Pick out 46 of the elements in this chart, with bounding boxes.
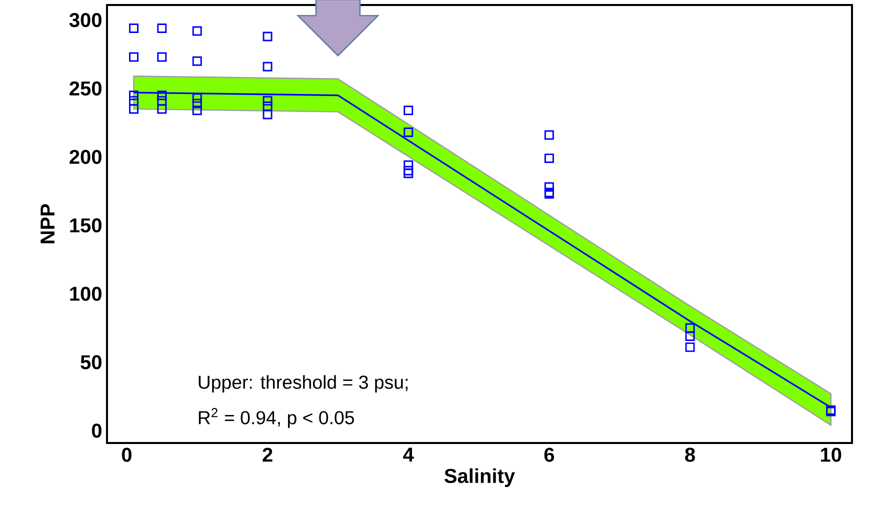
point xyxy=(544,154,554,164)
point xyxy=(192,93,202,103)
point xyxy=(544,130,554,140)
y-tick-label: 50 xyxy=(80,355,102,370)
point xyxy=(404,128,414,138)
annotation: R$^{2}$ = 0.94, p < 0.05 xyxy=(198,408,354,428)
point xyxy=(129,104,138,114)
point xyxy=(262,96,272,106)
point xyxy=(129,24,138,33)
point xyxy=(192,106,202,116)
y-tick-label: 100 xyxy=(70,286,102,301)
point xyxy=(404,166,414,176)
x-tick-label: 10 xyxy=(821,448,842,462)
y-tick-label: 200 xyxy=(70,150,102,164)
point xyxy=(262,102,272,112)
y-tick-label: 300 xyxy=(69,12,102,28)
point xyxy=(262,62,272,72)
x-tick-label: 0 xyxy=(122,448,132,462)
point xyxy=(262,32,272,42)
point xyxy=(685,331,695,341)
y-tick-label: 0 xyxy=(92,424,102,438)
y-axis-title: NPP xyxy=(40,204,54,244)
point xyxy=(192,56,202,66)
y-tick-label: 150 xyxy=(70,218,102,232)
point xyxy=(129,90,138,100)
point xyxy=(157,52,167,62)
point xyxy=(192,26,202,36)
x-tick-label: 6 xyxy=(544,448,554,462)
point xyxy=(544,182,554,192)
point xyxy=(404,168,414,178)
point xyxy=(157,24,167,33)
x-tick-label: 4 xyxy=(403,448,414,462)
point xyxy=(157,96,167,106)
x-tick-label: 2 xyxy=(262,448,272,462)
point xyxy=(262,110,272,120)
point xyxy=(685,342,695,352)
point xyxy=(129,52,138,62)
y-tick-label: 250 xyxy=(70,81,102,96)
point xyxy=(192,98,202,108)
x-tick-label: 8 xyxy=(685,448,695,462)
point xyxy=(685,323,695,333)
point xyxy=(157,90,167,100)
point xyxy=(404,106,414,116)
point xyxy=(157,104,167,114)
annotation: Upper: threshold = 3 psu; xyxy=(198,375,408,393)
x-axis-title: Salinity xyxy=(444,468,515,487)
